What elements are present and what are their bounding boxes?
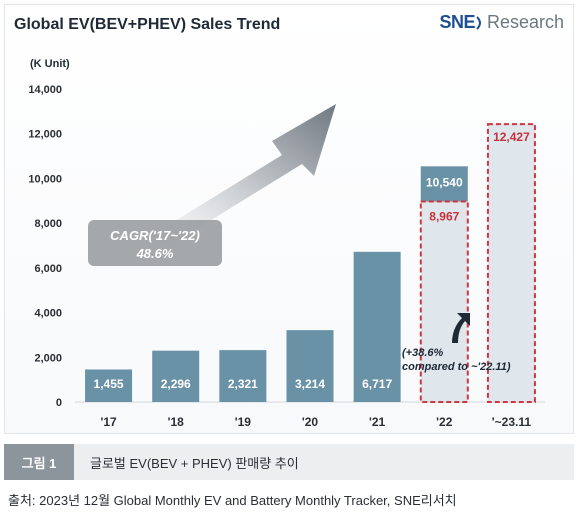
x-tick-label: '17 [100,415,117,429]
growth-annotation-line1: (+38.6% [402,347,443,359]
bar-value-label: 12,427 [493,130,530,144]
bar [420,166,468,402]
bar [353,251,401,402]
logo-research-text: Research [486,12,564,32]
x-tick-label: '21 [369,415,386,429]
y-tick-label: 8,000 [34,218,62,230]
bar [152,350,200,402]
bar-value-label: 3,214 [295,377,325,391]
y-tick-label: 12,000 [28,129,62,141]
growth-annotation-line2: compared to ~'22.11) [402,361,511,373]
y-tick-label: 6,000 [34,263,62,275]
y-tick-label: 10,000 [28,173,62,185]
figure-caption-text: 글로벌 EV(BEV + PHEV) 판매량 추이 [90,455,299,471]
x-tick-label: '19 [235,415,252,429]
y-tick-label: 0 [56,397,62,409]
bar [487,124,535,402]
curved-arrow-icon [452,313,470,343]
y-axis-unit: (K Unit) [30,58,70,70]
chart-title: Global EV(BEV+PHEV) Sales Trend [14,16,281,33]
bar-value-label: 2,321 [228,377,258,391]
cagr-callout: CAGR('17~'22) 48.6% [88,220,222,266]
x-tick-label: '22 [436,415,453,429]
comparison-bar-outline [419,200,469,403]
bar [219,350,267,402]
figure-caption: 그림 1 글로벌 EV(BEV + PHEV) 판매량 추이 [4,444,574,480]
bar-value-label: 1,455 [94,377,124,391]
sne-research-logo: SNE Research [439,12,564,33]
figure-number: 그림 1 [4,444,74,480]
x-tick-label: '20 [302,415,319,429]
y-tick-label: 2,000 [34,352,62,364]
cagr-label: CAGR('17~'22) [110,228,200,243]
logo-sne-text: SNE [439,12,475,32]
bar-value-label: 6,717 [362,377,392,391]
y-tick-label: 14,000 [28,84,62,96]
x-tick-label: '~23.11 [492,415,532,429]
source-note: 출처: 2023년 12월 Global Monthly EV and Batt… [8,493,457,508]
y-tick-label: 4,000 [34,308,62,320]
bar-value-label: 10,540 [426,175,463,189]
cagr-value: 48.6% [136,246,174,261]
bar-chart: 02,0004,0006,0008,00010,00012,00014,000 … [28,84,545,429]
comparison-value-label: 8,967 [429,210,459,224]
bar [286,330,334,402]
bar [85,369,133,402]
bar-increment [420,166,468,202]
logo-wave-icon [476,15,481,30]
bar-value-label: 2,296 [161,377,191,391]
x-tick-label: '18 [168,415,185,429]
bar-outline [486,123,536,403]
